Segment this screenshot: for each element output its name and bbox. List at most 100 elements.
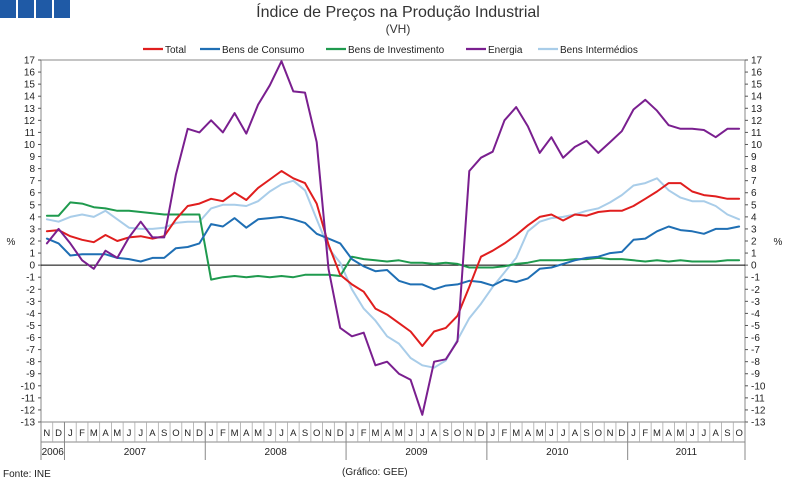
- y-tick-label-left: -2: [26, 285, 35, 296]
- y-tick-label-left: -10: [21, 381, 36, 392]
- month-tick-label: J: [209, 428, 214, 439]
- y-tick-label-left: -7: [26, 345, 35, 356]
- month-tick-label: A: [384, 428, 391, 439]
- month-tick-label: A: [243, 428, 250, 439]
- y-tick-label-left: 1: [29, 249, 35, 260]
- y-tick-label-right: 13: [751, 104, 763, 115]
- y-tick-label-left: 5: [29, 200, 35, 211]
- month-tick-label: M: [536, 428, 544, 439]
- y-tick-label-left: 12: [24, 116, 36, 127]
- month-tick-label: O: [172, 428, 179, 439]
- month-tick-label: M: [512, 428, 520, 439]
- y-tick-label-right: -10: [751, 381, 766, 392]
- y-tick-label-right: -1: [751, 273, 760, 284]
- month-tick-label: M: [371, 428, 379, 439]
- year-label: 2008: [265, 447, 288, 458]
- y-tick-label-left: 15: [24, 80, 36, 91]
- month-tick-label: S: [724, 428, 730, 439]
- y-tick-label-left: 13: [24, 104, 36, 115]
- month-tick-label: M: [231, 428, 239, 439]
- month-tick-label: S: [583, 428, 589, 439]
- month-tick-label: A: [290, 428, 297, 439]
- legend-label-2: Bens de Investimento: [348, 45, 445, 56]
- month-tick-label: D: [196, 428, 203, 439]
- y-tick-label-right: -9: [751, 369, 760, 380]
- series-line-4: [45, 177, 741, 369]
- month-tick-label: M: [677, 428, 685, 439]
- y-tick-label-left: -3: [26, 297, 35, 308]
- month-tick-label: J: [631, 428, 636, 439]
- y-tick-label-right: 12: [751, 116, 763, 127]
- month-tick-label: S: [302, 428, 308, 439]
- month-tick-label: M: [395, 428, 403, 439]
- y-tick-label-right: -4: [751, 309, 760, 320]
- y-tick-label-left: 9: [29, 152, 35, 163]
- month-tick-label: N: [184, 428, 191, 439]
- series-line-3: [45, 60, 741, 416]
- y-tick-label-right: 0: [751, 261, 757, 272]
- month-tick-label: A: [572, 428, 579, 439]
- month-tick-label: D: [55, 428, 62, 439]
- month-tick-label: J: [68, 428, 73, 439]
- y-tick-label-right: 10: [751, 140, 763, 151]
- month-tick-label: N: [325, 428, 332, 439]
- month-tick-label: J: [549, 428, 554, 439]
- y-tick-label-right: -3: [751, 297, 760, 308]
- y-tick-label-right: 14: [751, 92, 763, 103]
- month-tick-label: F: [361, 428, 367, 439]
- y-tick-label-right: -2: [751, 285, 760, 296]
- month-tick-label: A: [431, 428, 438, 439]
- month-tick-label: O: [595, 428, 602, 439]
- chart-subtitle: (VH): [385, 22, 411, 36]
- month-tick-label: D: [618, 428, 625, 439]
- y-tick-label-right: -12: [751, 405, 766, 416]
- month-tick-label: O: [454, 428, 461, 439]
- month-tick-label: S: [161, 428, 167, 439]
- month-tick-label: M: [90, 428, 98, 439]
- y-tick-label-right: 1: [751, 249, 757, 260]
- month-tick-label: M: [653, 428, 661, 439]
- month-tick-label: J: [561, 428, 566, 439]
- logo-square: [36, 0, 52, 18]
- y-tick-label-left: 0: [29, 261, 35, 272]
- month-tick-label: J: [350, 428, 355, 439]
- y-tick-label-right: 5: [751, 200, 757, 211]
- month-tick-label: A: [712, 428, 719, 439]
- y-tick-label-right: 7: [751, 176, 757, 187]
- y-tick-label-right: 3: [751, 224, 757, 235]
- month-tick-label: A: [666, 428, 673, 439]
- month-tick-label: M: [254, 428, 262, 439]
- month-tick-label: N: [43, 428, 50, 439]
- month-tick-label: M: [113, 428, 121, 439]
- series-line-2: [45, 201, 741, 281]
- y-tick-label-left: 4: [29, 212, 35, 223]
- month-tick-label: J: [408, 428, 413, 439]
- y-tick-label-left: -13: [21, 418, 36, 429]
- y-tick-label-left: 3: [29, 224, 35, 235]
- y-tick-label-left: 6: [29, 188, 35, 199]
- month-tick-label: A: [525, 428, 532, 439]
- y-tick-label-right: 2: [751, 237, 757, 248]
- y-tick-label-right: 6: [751, 188, 757, 199]
- y-tick-label-right: -8: [751, 357, 760, 368]
- month-tick-label: J: [279, 428, 284, 439]
- y-axis-label-left: %: [7, 237, 16, 248]
- logo-square: [0, 0, 16, 18]
- y-tick-label-left: 8: [29, 164, 35, 175]
- logo-square: [18, 0, 34, 18]
- y-tick-label-left: -11: [21, 393, 35, 404]
- month-tick-label: F: [642, 428, 648, 439]
- year-label: 2009: [405, 447, 428, 458]
- year-label: 2011: [676, 447, 698, 458]
- month-tick-label: N: [466, 428, 473, 439]
- month-tick-label: J: [490, 428, 495, 439]
- y-tick-label-left: -4: [26, 309, 35, 320]
- y-tick-label-left: -6: [26, 333, 35, 344]
- series-line-1: [45, 215, 741, 291]
- month-tick-label: J: [127, 428, 132, 439]
- legend-label-0: Total: [165, 45, 186, 56]
- month-tick-label: O: [313, 428, 320, 439]
- y-tick-label-right: -13: [751, 418, 766, 429]
- y-tick-label-right: 16: [751, 68, 763, 79]
